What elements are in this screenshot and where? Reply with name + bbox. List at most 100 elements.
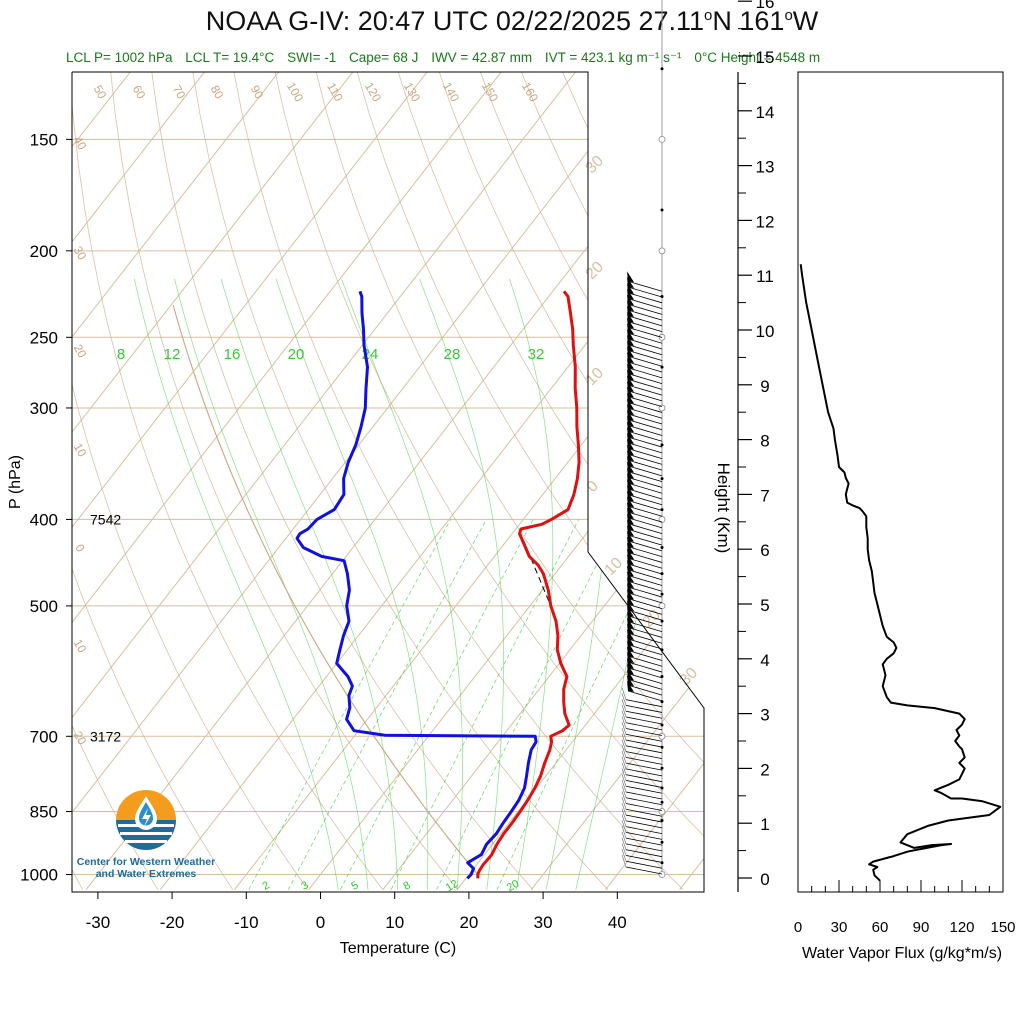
- wind-barb-staff: [627, 378, 663, 390]
- cw3e-logo: Center for Western Weather and Water Ext…: [66, 782, 226, 894]
- wind-calm-circle: [658, 602, 666, 610]
- diag-lcl-temperature: LCL T= 19.4°C: [185, 50, 275, 65]
- isotherm-line: [72, 72, 350, 891]
- moist-adiabat-line: [133, 278, 339, 890]
- wind-barb-feather: [621, 831, 627, 845]
- height-tick-label: 15: [756, 48, 775, 67]
- wind-barb-pennant: [627, 369, 634, 381]
- height-tick-label: 16: [756, 0, 775, 12]
- height-tick-label: 4: [760, 651, 769, 670]
- wind-level-dot: [660, 766, 664, 770]
- height-tick-label: 0: [760, 870, 769, 889]
- dry-adiabat-label: 100: [284, 80, 306, 105]
- isotherm-line: [72, 72, 275, 891]
- dry-adiabat-line: [142, 72, 534, 890]
- water-drop-logo-icon: [116, 790, 176, 850]
- wind-barb-pennant: [627, 340, 634, 352]
- wind-calm-circle: [658, 247, 666, 255]
- title-degree-mark-2: o: [784, 7, 793, 24]
- height-tick-label: 6: [760, 541, 769, 560]
- wind-barb-staff: [625, 855, 663, 863]
- height-tick-label: 12: [756, 212, 775, 231]
- dewpoint-profile-line: [295, 290, 538, 880]
- wind-barb-feather: [621, 785, 627, 798]
- isotherm-line: [72, 72, 424, 891]
- wv-ylabel: Height (Km): [714, 463, 733, 554]
- height-tick-label: 3: [760, 706, 769, 725]
- y-tick-label: 400: [30, 510, 58, 529]
- wind-barb-staff: [627, 280, 663, 292]
- wind-barb-staff: [625, 733, 663, 742]
- wind-barb-pennant: [627, 571, 634, 583]
- wind-calm-circle: [658, 871, 666, 878]
- water-vapor-flux-plot: 0 30 60 90 120 150: [794, 71, 1016, 936]
- wind-barb-staff: [625, 751, 663, 759]
- wind-barb-feather: [621, 779, 627, 793]
- wind-barb-pennant: [627, 513, 634, 525]
- y-tick-label: 850: [30, 803, 58, 822]
- wind-barb-staff: [627, 430, 663, 442]
- wind-level-dot: [660, 508, 664, 512]
- height-tick-label: 7: [760, 486, 769, 505]
- wind-barb-feather: [621, 774, 627, 787]
- wind-barb-staff: [627, 534, 663, 546]
- wind-barb-staff: [627, 286, 663, 298]
- height-tick-label: 11: [756, 267, 774, 286]
- height-tick-label: 8: [760, 432, 769, 451]
- x-tick-label: 30: [534, 913, 553, 932]
- x-tick-label: 20: [459, 913, 478, 932]
- wind-barb-staff: [627, 442, 663, 454]
- wind-calm-circle: [658, 516, 666, 523]
- wind-barb-feather: [621, 751, 627, 764]
- skewt-profiles: [172, 290, 581, 880]
- wind-barb-staff: [627, 500, 663, 511]
- wind-barb-staff: [627, 309, 663, 321]
- wind-barb-feather: [621, 699, 627, 712]
- wind-barb-feather: [621, 756, 627, 770]
- wind-barb-staff: [625, 774, 663, 783]
- wv-tick-label: 120: [949, 919, 974, 936]
- wind-barb-staff: [627, 505, 663, 517]
- isotherm-line: [72, 72, 127, 891]
- wind-barb-pennant: [627, 663, 634, 675]
- wind-barb-pennant: [627, 519, 634, 531]
- skewt-frame: [71, 71, 705, 893]
- dry-adiabat-line: [372, 72, 704, 891]
- wind-barb-pennant: [627, 553, 634, 565]
- moist-adiabat-label: 8: [117, 346, 125, 363]
- wind-barb-staff: [625, 831, 663, 840]
- wind-barb-pennant: [627, 403, 634, 415]
- diag-iwv: IWV = 42.87 mm: [431, 50, 533, 65]
- wind-barb-staff: [627, 350, 663, 361]
- wind-barb-staff: [625, 785, 663, 794]
- page-title: NOAA G-IV: 20:47 UTC 02/22/2025 27.11oN …: [0, 6, 1024, 37]
- wind-barb-staff: [625, 745, 663, 754]
- skewt-background-lines: [72, 72, 704, 891]
- wind-barb-staff: [625, 780, 663, 788]
- wind-level-dot: [660, 208, 664, 212]
- wind-barb-pennant: [627, 617, 634, 629]
- wind-barb-pennant: [627, 409, 634, 421]
- wind-barb-staff: [627, 413, 663, 425]
- moist-adiabat-line: [220, 278, 399, 890]
- wind-barb-staff: [625, 808, 663, 817]
- wv-xlabel: Water Vapor Flux (g/kg*m/s): [802, 945, 1002, 962]
- wind-barb-staff: [627, 332, 663, 344]
- wind-barb-pennant: [627, 525, 634, 537]
- wind-barb-pennant: [627, 600, 634, 612]
- moist-adiabat-line: [174, 278, 369, 890]
- wind-barb-staff: [627, 528, 663, 540]
- wind-barb-pennant: [627, 427, 634, 439]
- wind-barb-staff: [627, 598, 663, 609]
- wind-barb-pennant: [627, 507, 634, 519]
- mixing-ratio-label: 8: [401, 879, 412, 892]
- wind-barb-staff: [627, 517, 663, 529]
- wind-barb-feather: [621, 791, 627, 804]
- water-vapor-flux-line: [799, 264, 1002, 882]
- isotherm-line: [72, 72, 646, 891]
- wind-barb-pennant: [627, 559, 634, 571]
- wind-barb-feather: [621, 693, 627, 706]
- wind-barb-pennant: [627, 392, 634, 404]
